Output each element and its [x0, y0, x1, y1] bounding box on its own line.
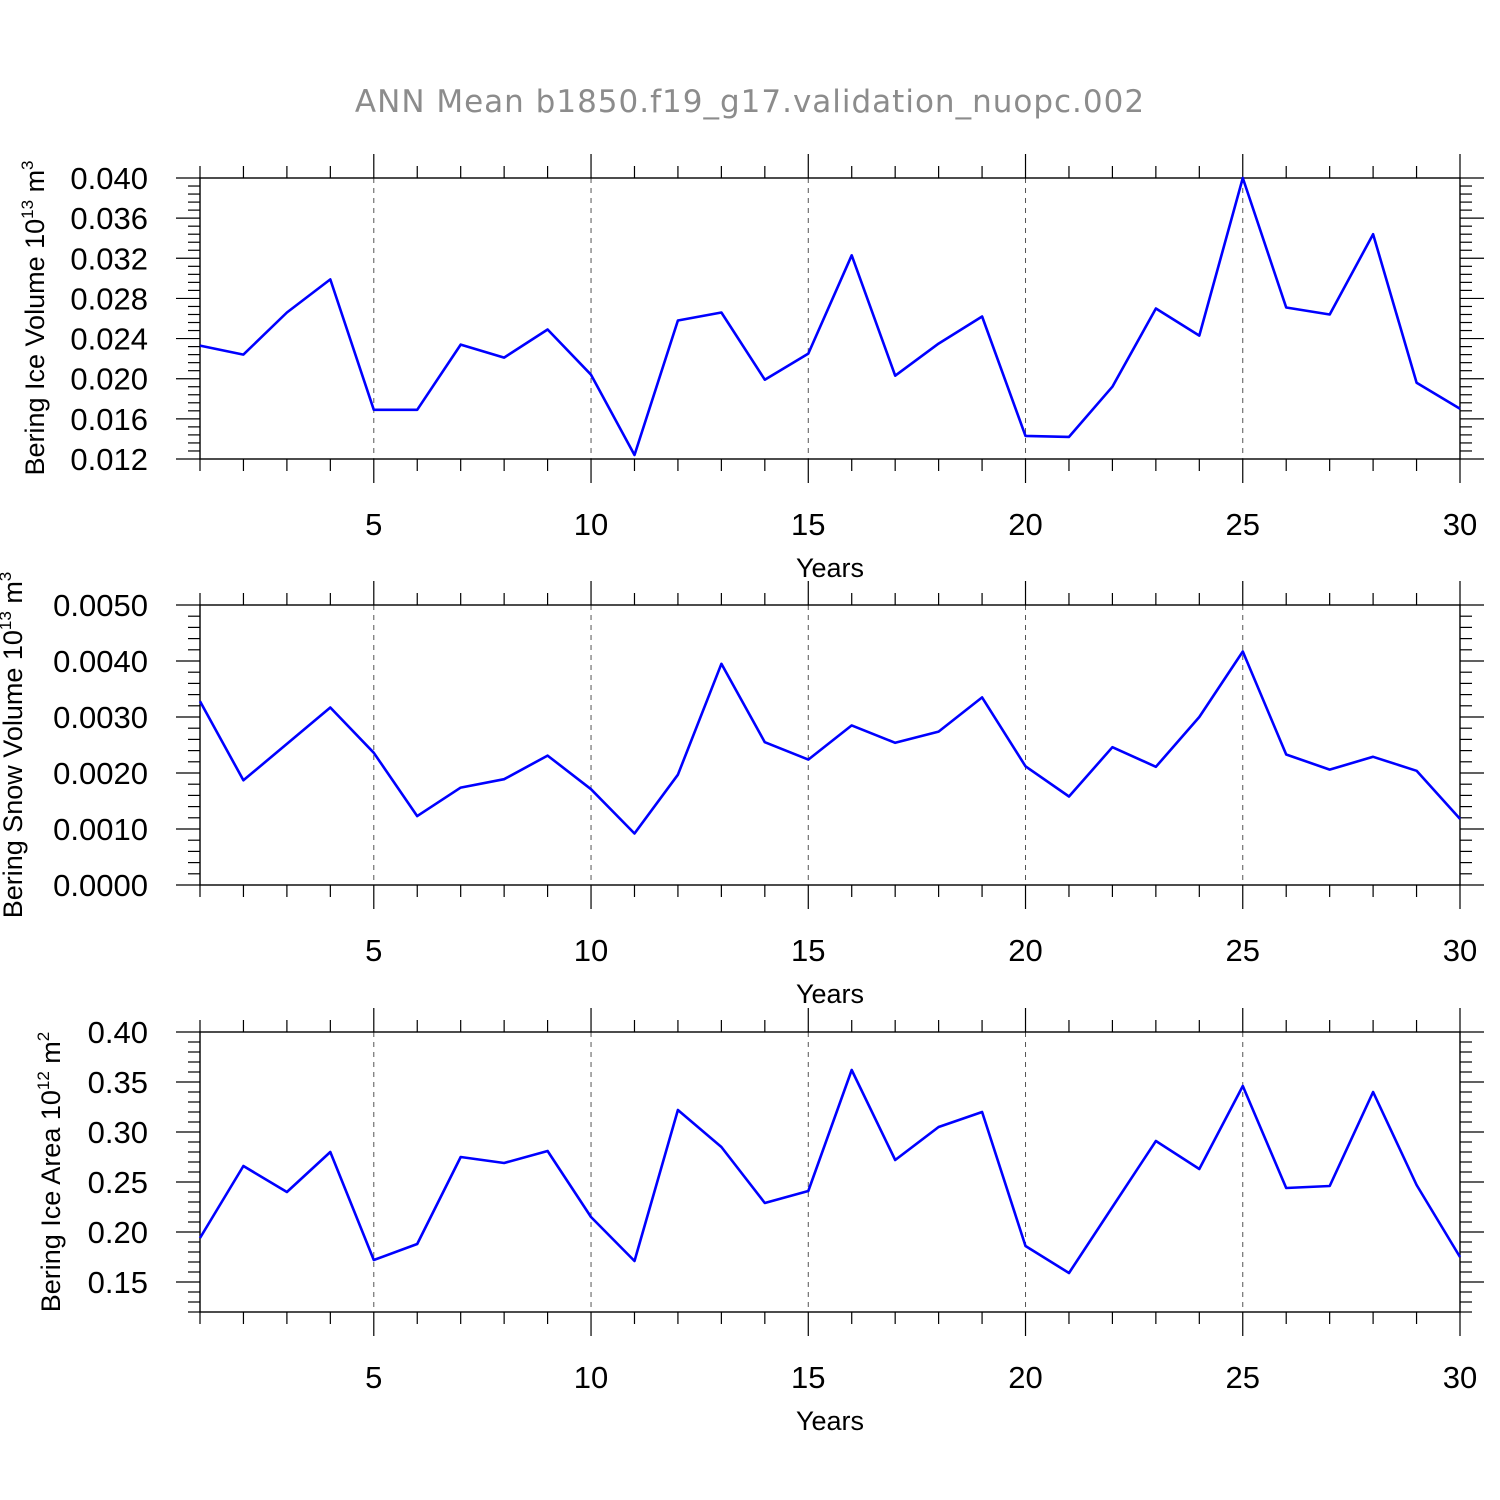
y-tick-label: 0.012	[70, 442, 148, 477]
x-tick-label: 10	[574, 933, 608, 968]
x-tick-label: 5	[365, 507, 382, 542]
y-axis-title-superscript: 3	[0, 572, 15, 581]
y-tick-label: 0.15	[88, 1265, 148, 1300]
y-axis-title-superscript: 13	[18, 200, 37, 219]
y-tick-label: 0.0000	[53, 868, 148, 903]
y-tick-label: 0.0030	[53, 700, 148, 735]
plot-frame	[199, 604, 1461, 886]
x-tick-label: 20	[1008, 933, 1042, 968]
x-tick-label: 5	[365, 1360, 382, 1395]
panel-2: 0.0000 0.0010 0.0020 0.0030 0.0040 0.0050 5 10 1…	[0, 572, 1484, 1009]
series-line	[199, 176, 1461, 457]
x-tick-label: 25	[1226, 507, 1260, 542]
x-tick-label: 30	[1443, 1360, 1477, 1395]
y-axis-title-superscript: 13	[0, 611, 15, 630]
y-tick-label: 0.40	[88, 1015, 148, 1050]
y-tick-label: 0.0020	[53, 756, 148, 791]
x-tick-label: 15	[791, 933, 825, 968]
y-axis-title: Bering Snow Volume 1013 m3	[0, 572, 28, 919]
y-tick-label: 0.0040	[53, 644, 148, 679]
y-tick-label: 0.020	[70, 362, 148, 397]
y-axis-title-text: m	[0, 581, 28, 611]
x-axis-title: Years	[796, 979, 864, 1009]
x-tick-label: 15	[791, 1360, 825, 1395]
plot-frame	[199, 177, 1461, 460]
panel-1: 0.012 0.016 0.020 0.024 0.028 0.032 0.036 0.040…	[18, 154, 1484, 583]
y-tick-label: 0.0050	[53, 588, 148, 623]
series-line	[198, 650, 1461, 835]
x-tick-label: 5	[365, 933, 382, 968]
y-tick-label: 0.028	[70, 281, 148, 316]
y-tick-label: 0.040	[70, 161, 148, 196]
y-tick-label: 0.0010	[53, 812, 148, 847]
y-tick-label: 0.20	[88, 1215, 148, 1250]
y-axis-title-text: m	[36, 1041, 66, 1071]
y-axis-title-superscript: 2	[34, 1032, 53, 1041]
x-axis-title: Years	[796, 1406, 864, 1436]
page-title: ANN Mean b1850.f19_g17.validation_nuopc.…	[354, 84, 1146, 120]
panel-3: 0.15 0.20 0.25 0.30 0.35 0.40 5 10 15 20 25 30 Years…	[34, 1008, 1484, 1436]
y-axis-title-text: m	[20, 170, 50, 200]
y-tick-label: 0.032	[70, 241, 148, 276]
x-tick-label: 20	[1008, 1360, 1042, 1395]
y-axis-title-text: Bering Ice Volume 10	[20, 219, 50, 476]
y-axis-title-superscript: 3	[18, 160, 37, 169]
y-tick-label: 0.036	[70, 201, 148, 236]
x-tick-label: 25	[1226, 933, 1260, 968]
x-tick-label: 25	[1226, 1360, 1260, 1395]
series-line	[198, 1068, 1462, 1275]
x-axis-title: Years	[796, 553, 864, 583]
y-tick-label: 0.024	[70, 322, 148, 357]
x-tick-label: 20	[1008, 507, 1042, 542]
x-tick-label: 15	[791, 507, 825, 542]
y-axis-title: Bering Ice Volume 1013 m3	[18, 160, 50, 475]
y-tick-label: 0.35	[88, 1065, 148, 1100]
x-tick-label: 30	[1443, 507, 1477, 542]
y-axis-title: Bering Ice Area 1012 m2	[34, 1032, 66, 1313]
y-axis-title-text: Bering Snow Volume 10	[0, 630, 28, 918]
x-tick-label: 10	[574, 507, 608, 542]
y-axis-title-superscript: 12	[34, 1071, 53, 1090]
x-tick-label: 10	[574, 1360, 608, 1395]
y-tick-label: 0.25	[88, 1165, 148, 1200]
y-axis-title-text: Bering Ice Area 10	[36, 1090, 66, 1312]
plot-frame	[199, 1031, 1461, 1313]
y-tick-label: 0.30	[88, 1115, 148, 1150]
y-tick-label: 0.016	[70, 402, 148, 437]
x-tick-label: 30	[1443, 933, 1477, 968]
